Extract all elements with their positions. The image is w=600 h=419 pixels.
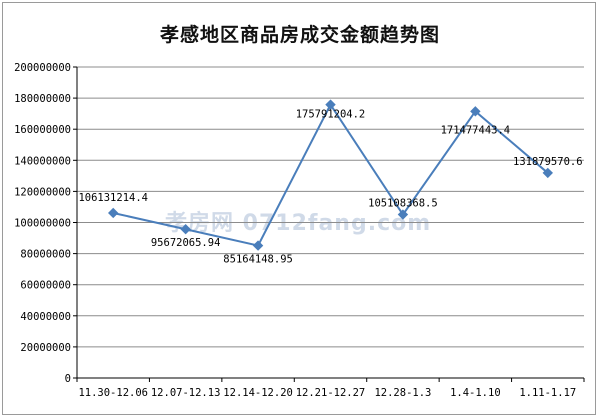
x-tick-label: 12.21-12.27 bbox=[296, 387, 366, 399]
x-tick-label: 1.11-1.17 bbox=[519, 387, 576, 399]
data-point bbox=[108, 207, 119, 219]
y-tick-label: 200000000 bbox=[14, 62, 71, 74]
y-tick-label: 140000000 bbox=[14, 155, 71, 167]
data-point bbox=[542, 167, 553, 179]
y-tick-label: 60000000 bbox=[20, 280, 71, 292]
y-tick-label: 160000000 bbox=[14, 124, 71, 136]
data-label: 131879570.6 bbox=[513, 156, 583, 168]
x-tick-label: 12.07-12.13 bbox=[151, 387, 221, 399]
data-label: 85164148.95 bbox=[223, 254, 293, 266]
x-tick-label: 11.30-12.06 bbox=[78, 387, 148, 399]
y-tick-label: 100000000 bbox=[14, 218, 71, 230]
y-tick-label: 80000000 bbox=[20, 249, 71, 261]
x-tick-label: 12.28-1.3 bbox=[374, 387, 431, 399]
y-tick-label: 40000000 bbox=[20, 311, 71, 323]
data-label: 105108368.5 bbox=[368, 198, 438, 210]
x-tick-label: 12.14-12.20 bbox=[223, 387, 293, 399]
data-point bbox=[397, 209, 409, 220]
data-label: 106131214.4 bbox=[78, 192, 148, 204]
data-label: 95672065.94 bbox=[151, 237, 221, 249]
chart-title: 孝感地区商品房成交金额趋势图 bbox=[159, 24, 440, 46]
y-tick-label: 0 bbox=[65, 373, 71, 385]
x-tick-label: 1.4-1.10 bbox=[450, 387, 501, 399]
data-label: 171477443.4 bbox=[441, 124, 511, 136]
watermark: 孝房网 0712fang.com bbox=[165, 211, 432, 236]
y-tick-label: 20000000 bbox=[20, 342, 71, 354]
chart-frame bbox=[2, 2, 596, 415]
data-label: 175791204.2 bbox=[296, 109, 366, 121]
data-point bbox=[252, 240, 264, 251]
y-tick-label: 120000000 bbox=[14, 186, 71, 198]
data-point bbox=[325, 99, 336, 110]
data-point bbox=[180, 224, 191, 235]
y-tick-label: 180000000 bbox=[14, 93, 71, 105]
data-point bbox=[470, 106, 481, 117]
